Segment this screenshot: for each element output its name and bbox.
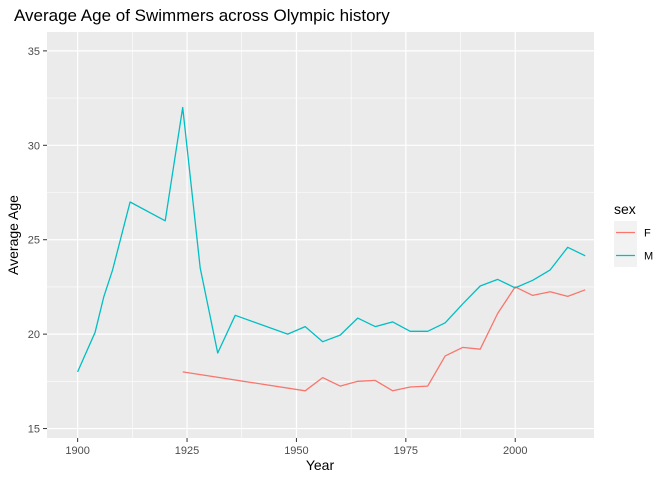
legend-label-F: F <box>644 228 651 240</box>
y-axis: 15 20 25 30 35 <box>28 46 47 436</box>
chart-title: Average Age of Swimmers across Olympic h… <box>14 6 390 25</box>
y-tick-label: 35 <box>28 46 40 58</box>
y-tick-label: 20 <box>28 329 40 341</box>
y-tick-label: 30 <box>28 140 40 152</box>
legend-label-M: M <box>644 251 653 263</box>
x-tick-label: 2000 <box>503 445 527 457</box>
y-tick-label: 15 <box>28 424 40 436</box>
legend-title: sex <box>614 201 636 217</box>
plot-panel <box>47 32 594 438</box>
x-axis-title: Year <box>306 457 335 473</box>
y-tick-label: 25 <box>28 235 40 247</box>
legend-items: FM <box>614 221 653 267</box>
x-tick-label: 1925 <box>175 445 199 457</box>
x-axis: 1900 1925 1950 1975 2000 <box>65 438 527 457</box>
legend: sex FM <box>614 201 653 267</box>
x-tick-label: 1950 <box>284 445 308 457</box>
y-axis-title: Average Age <box>5 195 21 275</box>
x-tick-label: 1900 <box>65 445 89 457</box>
x-tick-label: 1975 <box>394 445 418 457</box>
